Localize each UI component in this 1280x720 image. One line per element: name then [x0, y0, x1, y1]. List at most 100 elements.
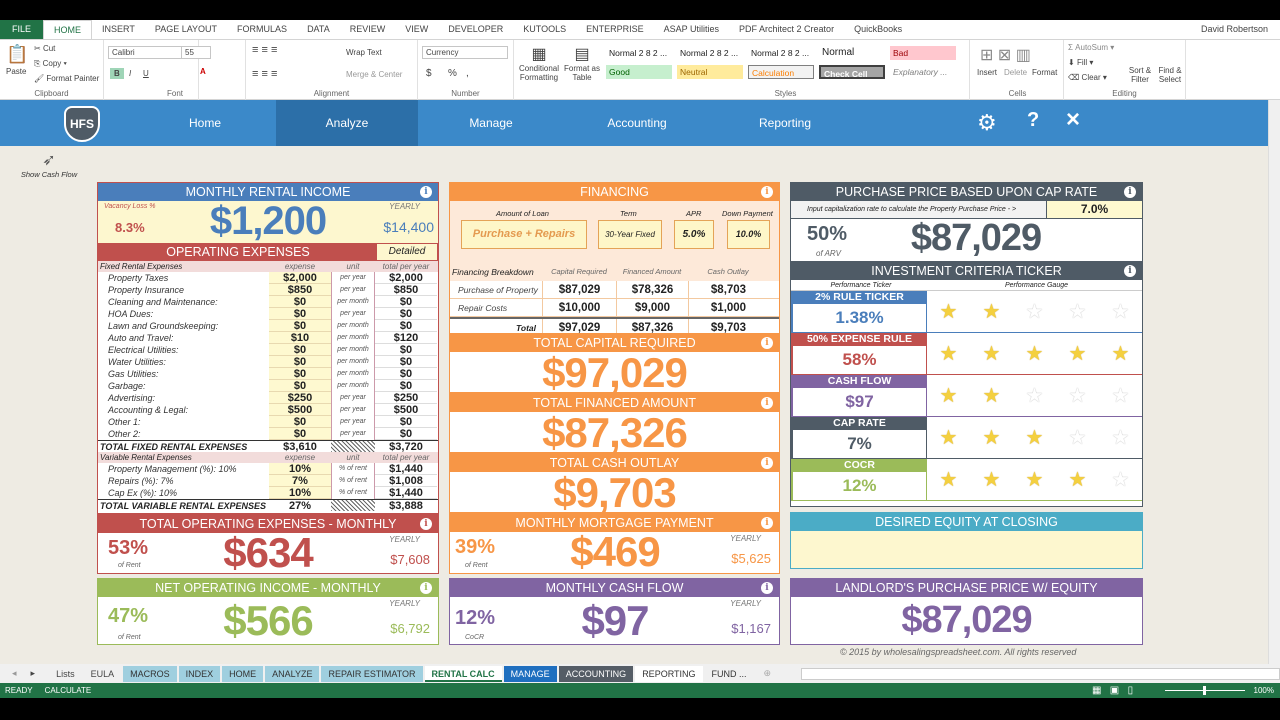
cell-style-bad[interactable]: Bad: [890, 46, 956, 60]
cell-style-normal-2-8-2[interactable]: Normal 2 8 2 ...: [606, 46, 672, 60]
expense-unit[interactable]: per year: [331, 416, 375, 428]
monthly-rent-value[interactable]: $1,200: [209, 199, 327, 243]
cell-style-normal-2-8-2[interactable]: Normal 2 8 2 ...: [748, 46, 814, 60]
sheet-tab-manage[interactable]: MANAGE: [503, 665, 557, 682]
view-icons[interactable]: ▦ ▣ ▯: [1092, 685, 1134, 696]
expense-unit[interactable]: per year: [331, 404, 375, 416]
cell-style-calculation[interactable]: Calculation: [748, 65, 814, 79]
sheet-tab-fund[interactable]: FUND ...: [704, 665, 754, 682]
expense-unit[interactable]: per month: [331, 356, 375, 368]
add-sheet-icon[interactable]: ⊕: [763, 668, 772, 678]
expense-input[interactable]: $0: [269, 344, 331, 356]
nav-home[interactable]: Home: [188, 116, 221, 130]
format-painter-button[interactable]: 🖌 Format Painter: [34, 74, 100, 83]
zoom-level[interactable]: 100%: [1253, 686, 1274, 695]
sheet-tab-reporting[interactable]: REPORTING: [635, 665, 703, 682]
ribbon-tab-page-layout[interactable]: PAGE LAYOUT: [154, 24, 218, 34]
info-icon[interactable]: i: [761, 186, 773, 198]
ribbon-tab-data[interactable]: DATA: [307, 24, 330, 34]
expense-unit[interactable]: per month: [331, 380, 375, 392]
ribbon-tab-home[interactable]: HOME: [43, 20, 93, 39]
sheet-tab-eula[interactable]: EULA: [83, 665, 122, 682]
font-color-icon[interactable]: A: [200, 67, 206, 76]
cell-style-neutral[interactable]: Neutral: [677, 65, 743, 79]
apr-input[interactable]: 5.0%: [674, 220, 714, 249]
desired-equity-input[interactable]: [791, 531, 1142, 568]
format-cells-button[interactable]: Format: [1032, 68, 1058, 77]
ribbon-tab-enterprise[interactable]: ENTERPRISE: [586, 24, 644, 34]
paste-button[interactable]: Paste: [6, 67, 27, 76]
sheet-tab-home[interactable]: HOME: [222, 665, 264, 682]
underline-button[interactable]: U: [143, 69, 149, 78]
sort-filter-button[interactable]: Sort & Filter: [1128, 66, 1152, 84]
term-select[interactable]: 30-Year Fixed: [598, 220, 662, 249]
nav-reporting[interactable]: Reporting: [758, 116, 812, 130]
fill-button[interactable]: ⬇ Fill ▾: [1068, 58, 1094, 67]
down-payment-input[interactable]: 10.0%: [727, 220, 770, 249]
copy-button[interactable]: ⎘ Copy ▾: [34, 59, 67, 68]
expense-unit[interactable]: per month: [331, 368, 375, 380]
expense-unit[interactable]: % of rent: [331, 463, 375, 475]
expense-input[interactable]: $0: [269, 416, 331, 428]
help-icon[interactable]: ?: [1027, 109, 1040, 131]
merge-center-button[interactable]: Merge & Center: [346, 70, 403, 79]
expense-unit[interactable]: per year: [331, 284, 375, 296]
scroll-tabs-right-icon[interactable]: ▸: [30, 668, 36, 678]
cut-button[interactable]: ✂ Cut: [34, 44, 56, 53]
expense-unit[interactable]: per month: [331, 296, 375, 308]
ribbon-tab-view[interactable]: VIEW: [405, 24, 429, 34]
italic-button[interactable]: I: [129, 69, 132, 78]
font-name-select[interactable]: Calibri: [108, 46, 182, 59]
sheet-tab-index[interactable]: INDEX: [178, 665, 221, 682]
delete-cells-button[interactable]: Delete: [1004, 68, 1028, 77]
expense-unit[interactable]: % of rent: [331, 475, 375, 487]
info-icon[interactable]: i: [420, 518, 432, 530]
scroll-tabs-left-icon[interactable]: ◂: [12, 668, 17, 678]
expense-input[interactable]: $2,000: [269, 272, 331, 284]
info-icon[interactable]: i: [761, 582, 773, 594]
cell-style-normal[interactable]: Normal: [819, 46, 885, 60]
expense-input[interactable]: $0: [269, 380, 331, 392]
info-icon[interactable]: i: [761, 517, 773, 529]
number-format-select[interactable]: Currency: [422, 46, 508, 59]
info-icon[interactable]: i: [761, 457, 773, 469]
expense-input[interactable]: 10%: [269, 463, 331, 475]
comma-button[interactable]: ,: [466, 68, 469, 79]
close-icon[interactable]: ×: [1066, 106, 1081, 133]
cell-style-normal-2-8-2[interactable]: Normal 2 8 2 ...: [677, 46, 743, 60]
sheet-tab-macros[interactable]: MACROS: [123, 665, 177, 682]
expense-unit[interactable]: per year: [331, 392, 375, 404]
expense-input[interactable]: $10: [269, 332, 331, 344]
expense-input[interactable]: $500: [269, 404, 331, 416]
gear-icon[interactable]: ⚙: [977, 110, 997, 135]
ribbon-tab-asap-utilities[interactable]: ASAP Utilities: [663, 24, 720, 34]
align-icons[interactable]: ≡ ≡ ≡: [252, 44, 278, 56]
ribbon-tab-formulas[interactable]: FORMULAS: [237, 24, 288, 34]
ribbon-tab-developer[interactable]: DEVELOPER: [448, 24, 504, 34]
info-icon[interactable]: i: [420, 186, 432, 198]
sheet-tab-analyze[interactable]: ANALYZE: [265, 665, 320, 682]
sheet-tab-accounting[interactable]: ACCOUNTING: [558, 665, 634, 682]
cap-rate-input[interactable]: 7.0%: [1047, 201, 1142, 218]
sheet-tab-rental-calc[interactable]: RENTAL CALC: [424, 665, 502, 682]
horizontal-scrollbar[interactable]: [801, 667, 1280, 680]
info-icon[interactable]: i: [761, 337, 773, 349]
autosum-button[interactable]: Σ AutoSum ▾: [1068, 43, 1115, 52]
ribbon-tab-pdf-architect-2-creator[interactable]: PDF Architect 2 Creator: [739, 24, 835, 34]
justify-icons[interactable]: ≡ ≡ ≡: [252, 68, 278, 80]
ribbon-tab-quickbooks[interactable]: QuickBooks: [854, 24, 903, 34]
clear-button[interactable]: ⌫ Clear ▾: [1068, 73, 1107, 82]
info-icon[interactable]: i: [1124, 186, 1136, 198]
ribbon-tab-review[interactable]: REVIEW: [349, 24, 386, 34]
expense-input[interactable]: $850: [269, 284, 331, 296]
vertical-scrollbar[interactable]: [1268, 100, 1280, 664]
sheet-tab-repair-estimator[interactable]: REPAIR ESTIMATOR: [321, 665, 423, 682]
ribbon-tab-insert[interactable]: INSERT: [102, 24, 135, 34]
paste-icon[interactable]: 📋: [6, 44, 29, 64]
cell-style-check-cell[interactable]: Check Cell: [819, 65, 885, 79]
info-icon[interactable]: i: [420, 582, 432, 594]
nav-manage[interactable]: Manage: [469, 116, 513, 130]
expense-input[interactable]: $0: [269, 296, 331, 308]
sheet-tab-lists[interactable]: Lists: [49, 665, 82, 682]
expense-unit[interactable]: per year: [331, 308, 375, 320]
